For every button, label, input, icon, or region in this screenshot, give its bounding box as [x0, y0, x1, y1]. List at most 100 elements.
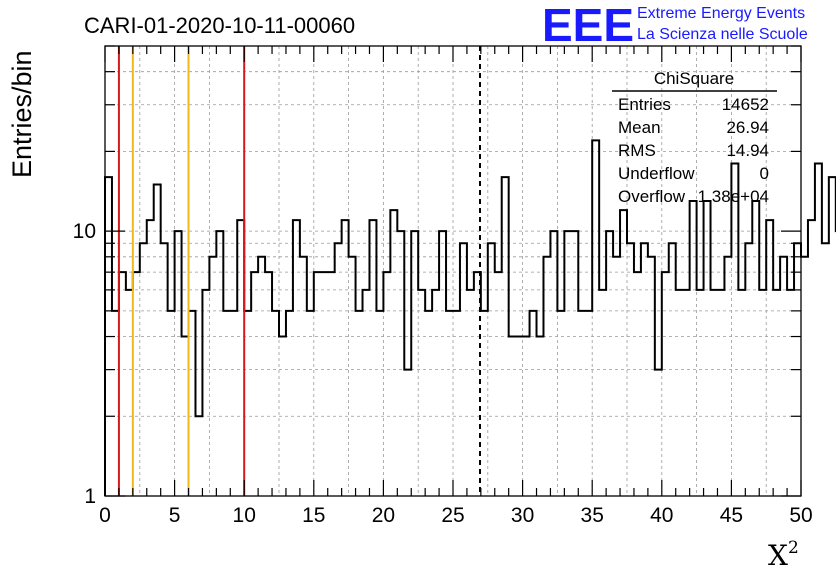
histogram-bin	[780, 257, 787, 496]
histogram-bin	[634, 272, 641, 496]
histogram-bin	[390, 210, 397, 496]
histogram-bin	[550, 231, 557, 496]
stats-row-label: Underflow	[618, 164, 695, 183]
eee-logo: EEE Extreme Energy Events La Scienza nel…	[542, 0, 808, 51]
reference-lines	[117, 46, 482, 496]
histogram-bin	[669, 243, 676, 496]
histogram-bin	[411, 231, 418, 496]
histogram-bin	[230, 311, 237, 496]
histogram-bin	[195, 416, 202, 496]
histogram-bin	[453, 311, 460, 496]
histogram-bin	[293, 220, 300, 496]
histogram-bin	[418, 290, 425, 496]
histogram-bin	[286, 311, 293, 496]
x-tick-label: 15	[302, 504, 325, 527]
histogram-bin	[523, 337, 530, 496]
histogram-bin	[446, 311, 453, 496]
histogram-bin	[752, 201, 759, 496]
org-line-2: La Scienza nelle Scuole	[637, 26, 808, 43]
histogram-bin	[759, 290, 766, 496]
histogram-bin	[766, 220, 773, 496]
histogram-bin	[627, 243, 634, 496]
histogram-bin	[369, 220, 376, 496]
histogram-bin	[578, 311, 585, 496]
y-tick-label: 10	[73, 220, 96, 243]
histogram-bin	[648, 257, 655, 496]
histogram-bin	[537, 337, 544, 496]
histogram-bin	[209, 257, 216, 496]
histogram-bin	[397, 231, 404, 496]
x-tick-label: 50	[789, 504, 812, 527]
histogram-bin	[829, 177, 836, 496]
histogram-bin	[251, 272, 258, 496]
histogram-bin	[265, 272, 272, 496]
x-tick-label: 30	[511, 504, 534, 527]
stats-box: ChiSquare Entries 14652 Mean 26.94 RMS 14.94 U…	[612, 69, 777, 206]
stats-row-label: Entries	[618, 95, 671, 114]
x-tick-label: 20	[372, 504, 395, 527]
histogram-bin	[363, 290, 370, 496]
histogram-bin	[189, 311, 196, 496]
histogram-outline	[104, 139, 836, 496]
histogram-bin	[244, 311, 251, 496]
histogram-bin	[697, 290, 704, 496]
histogram-bin	[613, 257, 620, 496]
stats-row-value: 14.94	[726, 141, 769, 160]
histogram-bin	[571, 231, 578, 496]
histogram-bin	[801, 257, 808, 496]
histogram-bin	[154, 184, 161, 496]
stats-box-rows: Entries 14652 Mean 26.94 RMS 14.94 Underflow 0 O…	[618, 95, 769, 206]
histogram-bin	[460, 243, 467, 496]
histogram-bin	[543, 257, 550, 496]
axis-ticks	[104, 45, 802, 497]
histogram-bin	[509, 337, 516, 496]
histogram-bin	[133, 272, 140, 496]
histogram-bin	[557, 311, 564, 496]
histogram-bin	[272, 311, 279, 496]
histogram-bin	[585, 311, 592, 496]
histogram-bin	[738, 290, 745, 496]
x-tick-labels: 0 5 10 15 20 25 30 35 40 45 50	[99, 504, 813, 527]
org-line-1: Extreme Energy Events	[637, 5, 805, 22]
x-tick-label: 5	[169, 504, 181, 527]
histogram-bin	[690, 201, 697, 496]
histogram-bin	[467, 290, 474, 496]
histogram-bin	[683, 290, 690, 496]
stats-row-value: 26.94	[726, 118, 769, 137]
x-tick-label: 45	[720, 504, 743, 527]
y-axis-label: Entries/bin	[7, 50, 37, 178]
histogram-bin	[356, 311, 363, 496]
histogram-bin	[599, 290, 606, 496]
histogram-bin	[439, 231, 446, 496]
histogram-bin	[112, 311, 119, 496]
x-axis-label: X2	[768, 538, 799, 572]
x-axis-label-base: X	[768, 539, 788, 572]
histogram-bin	[495, 272, 502, 496]
histogram-bin	[175, 231, 182, 496]
y-tick-labels: 1 10	[73, 220, 96, 508]
histogram-bin	[655, 370, 662, 496]
histogram-bin	[787, 290, 794, 496]
stats-row-label: Mean	[618, 118, 661, 137]
histogram-bin	[168, 311, 175, 496]
histogram-bin	[300, 257, 307, 496]
x-tick-label: 40	[650, 504, 673, 527]
histogram-bin	[773, 290, 780, 496]
histogram-bin	[335, 243, 342, 496]
histogram-bin	[223, 311, 230, 496]
histogram-bin	[606, 231, 613, 496]
stats-box-title: ChiSquare	[654, 69, 734, 88]
histogram-bin	[237, 220, 244, 496]
histogram-bin	[349, 257, 356, 496]
histogram-bin	[161, 243, 168, 496]
histogram-bin	[676, 290, 683, 496]
histogram-bin	[279, 337, 286, 496]
histogram-bin	[307, 311, 314, 496]
histogram-bin	[425, 311, 432, 496]
histogram-bin	[140, 243, 147, 496]
histogram-bin	[662, 272, 669, 496]
histogram-bin	[314, 272, 321, 496]
histogram-bin	[376, 311, 383, 496]
histogram-bin	[182, 337, 189, 496]
